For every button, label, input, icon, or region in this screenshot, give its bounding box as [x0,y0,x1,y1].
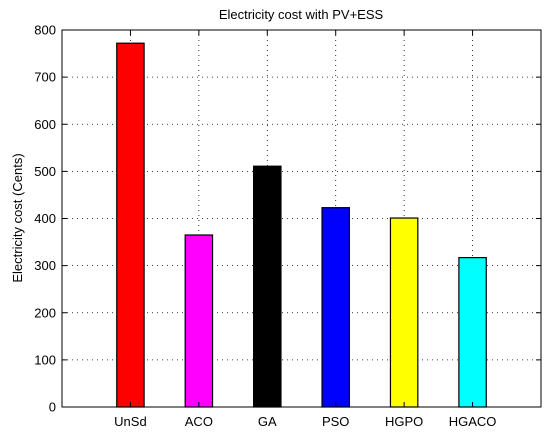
bar-pso [321,207,350,408]
bar-unsd [116,42,145,408]
x-tick-label: GA [258,414,277,429]
y-tick-label: 600 [34,117,56,132]
x-tick-labels: UnSd ACO GA PSO HGPO HGACO [114,414,496,429]
x-tick-label: ACO [185,414,213,429]
bar-hgaco [458,257,487,408]
y-tick-label: 0 [49,400,56,415]
bar-aco [184,234,214,408]
y-axis-label: Electricity cost (Cents) [10,153,25,282]
y-tick-label: 400 [34,211,56,226]
y-tick-label: 200 [34,305,56,320]
y-tick-labels: 0 100 200 300 400 500 600 700 800 [34,23,56,415]
y-tick-label: 100 [34,352,56,367]
chart-title: Electricity cost with PV+ESS [219,7,384,22]
bar-ga [253,165,282,408]
y-tick-label: 500 [34,164,56,179]
bars [116,42,487,408]
x-tick-label: HGPO [385,414,423,429]
x-tick-label: UnSd [114,414,147,429]
y-tick-label: 800 [34,23,56,38]
x-tick-label: HGACO [449,414,497,429]
axis-ticks [62,29,541,408]
y-tick-label: 700 [34,70,56,85]
x-tick-label: PSO [322,414,349,429]
bar-hgpo [389,217,419,408]
y-tick-label: 300 [34,258,56,273]
